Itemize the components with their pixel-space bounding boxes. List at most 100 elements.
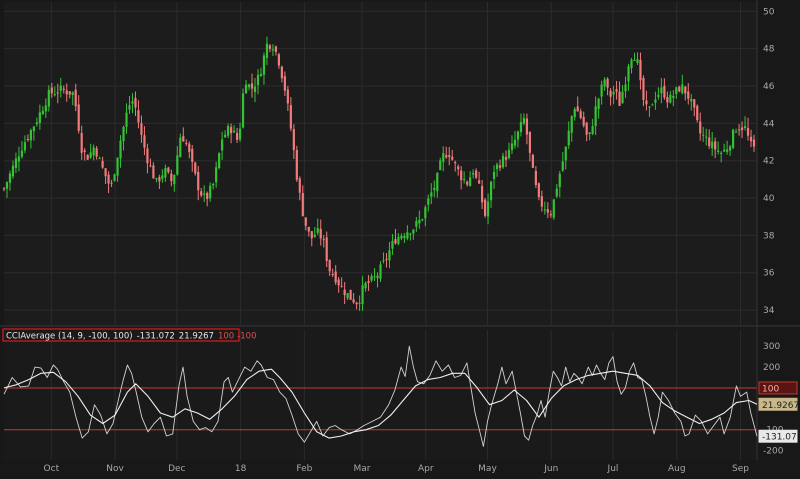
candle-body (101, 160, 104, 168)
candle-body (149, 165, 152, 167)
candle-body (116, 157, 119, 176)
indicator-legend-text: CCIAverage (14, 9, -100, 100) (6, 332, 133, 342)
candle-body (53, 94, 56, 96)
x-axis-label: Sep (732, 464, 749, 474)
candle-body (642, 77, 645, 101)
candle-body (582, 116, 585, 126)
candle-body (232, 130, 236, 133)
candle-body (705, 136, 708, 138)
x-axis-label: 18 (235, 464, 247, 474)
candle-body (86, 155, 89, 160)
candle-body (436, 172, 439, 192)
candle-body (44, 105, 47, 112)
candle-body (265, 43, 269, 58)
candle-body (38, 112, 41, 124)
candle-body (451, 156, 454, 160)
candle-body (92, 147, 95, 156)
candle-body (495, 164, 499, 170)
candle-body (104, 168, 107, 177)
candle-body (412, 229, 415, 234)
candle-body (319, 228, 322, 239)
candle-body (128, 105, 131, 110)
candle-body (519, 122, 523, 133)
candle-body (200, 191, 203, 196)
candle-body (525, 118, 529, 135)
candle-body (250, 83, 254, 89)
candle-body (394, 239, 397, 244)
candle-body (570, 116, 573, 133)
candle-body (224, 134, 227, 138)
candle-body (621, 91, 624, 104)
candle-body (35, 122, 38, 125)
candle-body (256, 74, 260, 85)
candle-body (119, 140, 122, 159)
candle-body (421, 219, 424, 221)
candle-body (218, 153, 221, 168)
candle-body (687, 91, 690, 99)
candle-body (427, 198, 430, 205)
candle-body (295, 150, 298, 180)
candle-body (681, 84, 684, 94)
price-y-tick-label: 50 (763, 7, 775, 17)
candle-body (322, 239, 325, 241)
candle-body (41, 110, 44, 115)
candle-body (454, 161, 457, 164)
candle-body (555, 188, 558, 197)
candle-body (403, 235, 406, 238)
candle-body (627, 66, 630, 82)
candle-body (71, 92, 74, 95)
candle-body (343, 289, 346, 296)
candle-body (143, 135, 146, 148)
price-y-tick-label: 44 (763, 119, 775, 129)
candle-body (62, 88, 65, 90)
candle-body (510, 143, 514, 150)
candle-body (546, 209, 549, 213)
candle-body (693, 99, 696, 108)
candle-body (238, 128, 242, 140)
x-axis-label: Jul (607, 464, 619, 474)
candle-body (561, 161, 564, 171)
candle-body (241, 93, 245, 128)
indicator-value-label-text: -131.07 (762, 433, 797, 443)
candle-body (370, 276, 373, 281)
candle-body (606, 78, 609, 88)
candle-body (630, 59, 633, 69)
candle-body (11, 165, 15, 177)
indicator-value-label: -131.07 (758, 429, 798, 443)
candle-body (714, 141, 717, 150)
candle-body (585, 122, 588, 135)
indicator-value-label-box (758, 429, 798, 443)
candle-body (328, 260, 331, 272)
candle-body (283, 76, 286, 91)
candle-body (391, 241, 394, 249)
candle-body (424, 207, 427, 219)
candle-body (734, 131, 738, 133)
candle-body (382, 260, 385, 262)
candle-body (645, 100, 648, 105)
candle-body (259, 74, 263, 77)
candle-body (740, 127, 744, 131)
candle-body (83, 150, 86, 152)
candle-body (648, 106, 651, 108)
candle-body (558, 173, 561, 188)
candle-body (164, 168, 167, 178)
candle-body (492, 171, 496, 179)
candle-body (573, 109, 576, 118)
candle-body (666, 97, 669, 103)
candle-body (355, 302, 358, 305)
candle-body (68, 91, 71, 95)
candle-body (636, 59, 639, 63)
candle-body (316, 228, 319, 233)
candle-body (537, 183, 540, 197)
candle-body (74, 89, 77, 107)
indicator-y-tick-label: 300 (763, 342, 780, 352)
candle-body (146, 148, 149, 164)
candle-body (277, 54, 281, 66)
indicator-legend-box (2, 328, 240, 342)
candle-body (50, 87, 53, 94)
candle-body (442, 153, 445, 162)
candle-body (334, 271, 337, 283)
candle-body (729, 146, 732, 151)
price-y-tick-label: 36 (763, 269, 775, 279)
candle-body (65, 90, 68, 95)
